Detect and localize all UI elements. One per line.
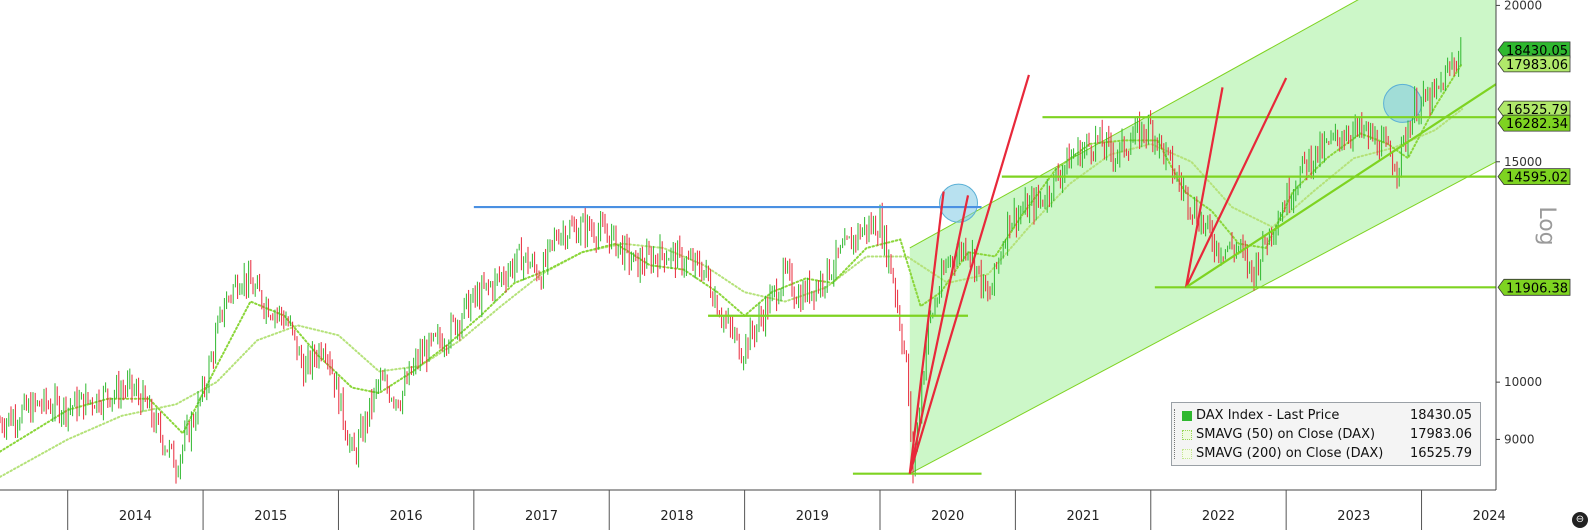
highlight-circle-1 [939, 183, 979, 223]
legend-swatch-sma200 [1182, 448, 1192, 459]
trend-line-3 [908, 74, 1030, 474]
value-tag-label: 18430.05 [1506, 44, 1568, 59]
x-tick-label: 2021 [1067, 509, 1100, 524]
legend-label-dax: DAX Index - Last Price [1196, 408, 1340, 423]
value-tag: 16282.34 [1497, 114, 1571, 132]
legend-label-sma200: SMAVG (200) on Close (DAX) [1196, 446, 1384, 461]
x-tick-label: 2017 [525, 509, 558, 524]
x-tick-label: 2022 [1202, 509, 1235, 524]
value-tag-label: 16525.79 [1506, 103, 1568, 118]
legend-item-sma50: SMAVG (50) on Close (DAX) 17983.06 [1182, 425, 1472, 444]
x-tick-label: 2015 [254, 509, 287, 524]
trend-line-2 [908, 195, 970, 474]
value-tag-box [1497, 41, 1571, 59]
y-tick-label: 15000 [1504, 155, 1542, 169]
value-tag: 11906.38 [1497, 278, 1571, 296]
value-tag: 14595.02 [1497, 168, 1571, 186]
value-tag: 16525.79 [1497, 100, 1571, 118]
value-tag-box [1497, 278, 1571, 296]
value-tag-box [1497, 168, 1571, 186]
trend-line-4 [1184, 87, 1224, 288]
y-tick-label: 20000 [1504, 0, 1542, 12]
legend-swatch-sma50 [1182, 429, 1192, 440]
y-tick-label: 10000 [1504, 375, 1542, 389]
value-tag-label: 14595.02 [1506, 171, 1568, 186]
value-tag-box [1497, 55, 1571, 73]
legend-value-dax: 18430.05 [1409, 408, 1472, 423]
trend-line-6 [1185, 83, 1496, 289]
value-tag-label: 11906.38 [1506, 281, 1568, 296]
x-tick-label: 2016 [390, 509, 423, 524]
x-tick-label: 2018 [660, 509, 693, 524]
y-tick-label: 9000 [1504, 432, 1535, 446]
legend-item-sma200: SMAVG (200) on Close (DAX) 16525.79 [1182, 444, 1472, 463]
x-tick-label: 2019 [796, 509, 829, 524]
legend-item-dax: DAX Index - Last Price 18430.05 [1182, 406, 1472, 425]
value-tag-label: 17983.06 [1506, 58, 1568, 73]
legend: DAX Index - Last Price 18430.05 SMAVG (5… [1171, 402, 1481, 466]
x-tick-label: 2024 [1473, 509, 1506, 524]
options-button[interactable]: ⊖ [1572, 512, 1588, 528]
y-axis-label: Log [1534, 206, 1559, 245]
channel-upper-line [909, 0, 1359, 249]
plot-area [0, 0, 1496, 484]
legend-value-sma200: 16525.79 [1409, 446, 1472, 461]
channel-fill [909, 0, 1496, 474]
channel-lower-line [909, 161, 1496, 475]
value-tag: 18430.05 [1497, 41, 1571, 59]
legend-value-sma50: 17983.06 [1409, 427, 1472, 442]
legend-label-sma50: SMAVG (50) on Close (DAX) [1196, 427, 1376, 442]
price-candles [0, 37, 1462, 484]
value-tag: 17983.06 [1497, 55, 1571, 73]
x-tick-label: 2023 [1337, 509, 1370, 524]
value-tag-label: 16282.34 [1506, 117, 1568, 132]
legend-tree-line [1174, 409, 1181, 459]
trend-line-5 [1184, 77, 1288, 288]
value-tag-box [1497, 100, 1571, 118]
legend-swatch-dax [1182, 410, 1192, 421]
value-tag-box [1497, 114, 1571, 132]
x-tick-label: 2020 [931, 509, 964, 524]
x-tick-label: 2014 [119, 509, 152, 524]
trend-line-1 [908, 191, 945, 474]
